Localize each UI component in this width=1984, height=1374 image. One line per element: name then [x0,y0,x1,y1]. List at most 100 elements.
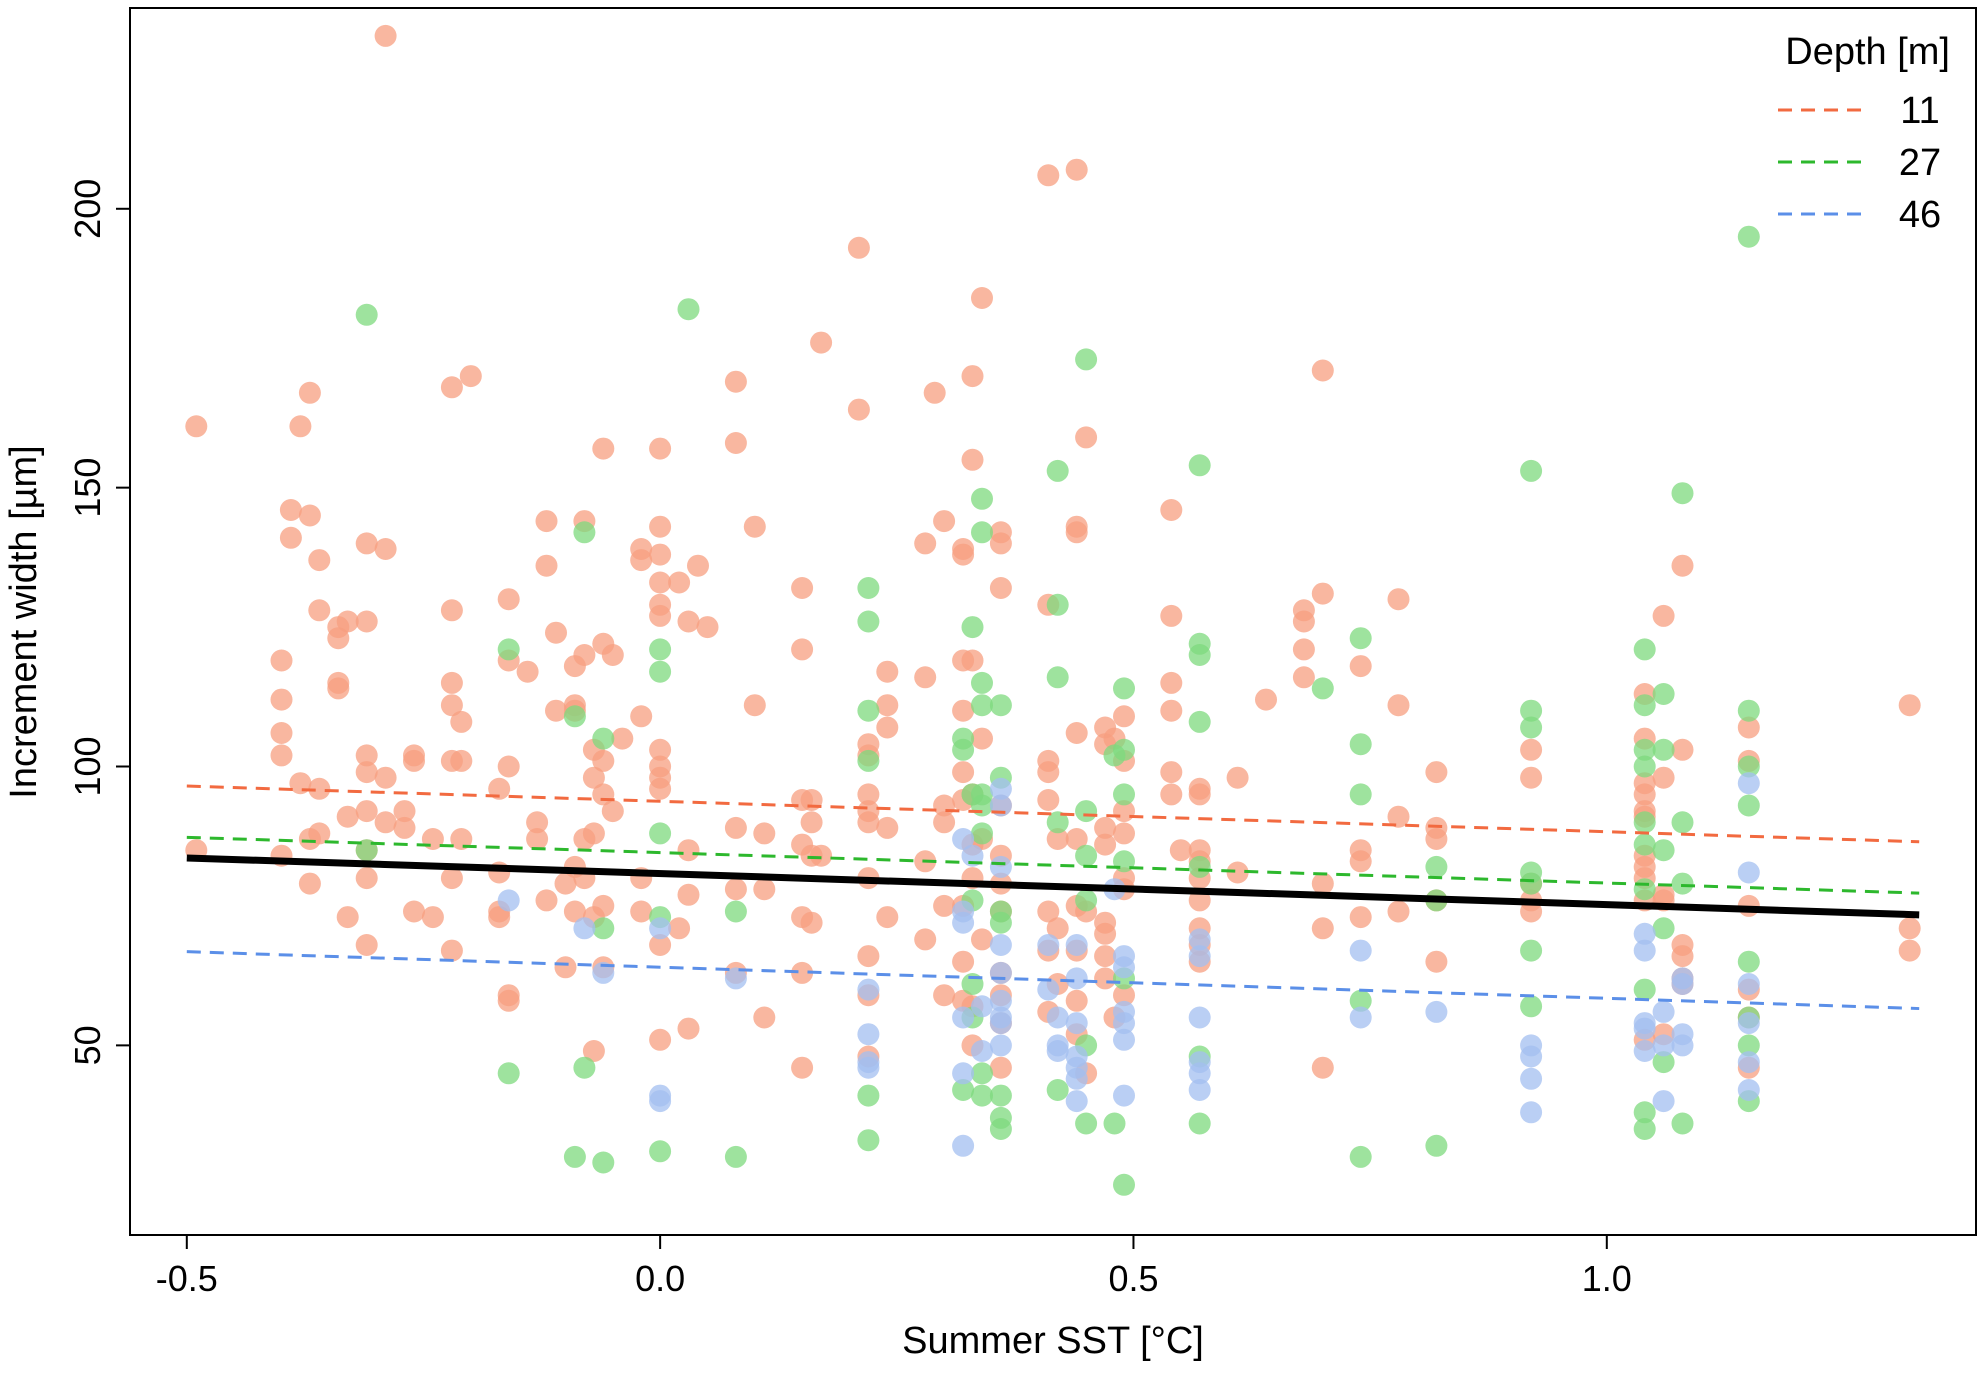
data-point [393,816,416,839]
data-point [1737,225,1760,248]
data-point [649,638,672,661]
series-11-points [185,24,1921,1085]
data-point [1292,638,1315,661]
data-point [450,749,473,772]
data-point [1292,610,1315,633]
data-point [1633,755,1656,778]
data-point [1113,783,1135,806]
data-point [1046,811,1069,834]
data-point [497,1062,520,1085]
data-point [668,917,691,940]
data-point [1633,783,1656,806]
data-point [421,906,444,929]
data-point [1226,861,1249,884]
x-tick-label: 0.5 [1108,1258,1158,1299]
series-46-points [497,772,1760,1157]
data-point [1311,1056,1334,1079]
fit-lines [186,784,1920,1011]
data-point [876,716,899,739]
data-point [1520,699,1543,722]
data-point [298,828,321,850]
data-point [592,749,615,772]
data-point [649,777,672,800]
data-point [971,727,993,750]
data-point [1113,822,1135,845]
data-point [1188,945,1211,968]
data-point [440,694,463,717]
data-point [1037,900,1060,923]
data-point [857,978,880,1001]
data-point [1255,688,1277,711]
data-point [1046,917,1069,940]
data-point [601,644,624,666]
data-point [810,331,833,354]
data-point [800,811,823,834]
data-point [1188,1006,1211,1029]
data-point [649,515,672,538]
data-point [1671,872,1694,895]
data-point [1652,738,1675,761]
data-point [1425,950,1448,973]
data-point [1425,1134,1448,1157]
data-point [677,298,700,321]
data-point [933,510,956,533]
data-point [971,671,993,694]
data-point [989,1084,1012,1107]
data-point [971,521,993,544]
plot-frame [129,7,1977,1236]
data-point [582,766,605,789]
data-point [753,822,776,845]
data-point [724,967,747,990]
data-point [1349,1006,1372,1029]
data-point [1349,627,1372,650]
data-point [393,800,416,823]
data-point [1037,761,1060,784]
data-point [1113,677,1135,700]
data-point [743,515,766,538]
data-point [1065,828,1088,850]
data-point [450,828,473,850]
data-point [1094,922,1117,945]
data-point [592,917,615,940]
data-point [185,415,208,438]
data-point [677,883,700,906]
data-point [952,950,975,973]
x-axis-label: Summer SST [°C] [902,1320,1204,1362]
data-point [1737,716,1760,739]
data-point [923,381,946,404]
legend-title: Depth [m] [1785,31,1950,73]
y-tick-label: 150 [67,458,108,518]
data-point [961,448,984,471]
data-point [374,811,397,834]
data-point [971,287,993,309]
data-point [1671,945,1694,968]
data-point [1652,1051,1675,1074]
data-point [961,649,984,672]
data-point [857,699,880,722]
x-tick-label: -0.5 [156,1258,218,1299]
data-point [289,415,312,438]
data-point [1160,761,1183,784]
data-point [1898,917,1921,940]
data-point [1113,956,1135,979]
data-point [1652,683,1675,705]
data-point [989,961,1012,984]
data-point [1520,995,1543,1018]
data-point [687,554,709,577]
data-point [450,710,473,733]
data-point [1387,588,1410,611]
data-point [1075,348,1098,371]
data-point [989,989,1012,1012]
data-point [1633,1017,1656,1040]
data-point [592,1151,615,1174]
data-point [649,934,672,956]
data-point [270,722,293,744]
data-point [933,894,956,917]
data-point [1387,900,1410,923]
data-point [791,577,814,599]
legend-label-27: 27 [1899,142,1941,184]
data-point [1160,499,1183,521]
data-point [1652,1034,1675,1057]
data-point [1046,666,1069,689]
data-point [298,872,321,895]
